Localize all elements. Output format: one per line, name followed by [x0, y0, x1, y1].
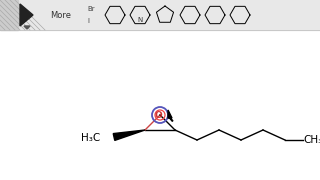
Text: More: More: [50, 10, 71, 19]
Bar: [0, 0, 320, 30]
Text: N: N: [137, 17, 143, 23]
Polygon shape: [24, 26, 30, 29]
Text: CH₃: CH₃: [303, 135, 320, 145]
Text: H₃C: H₃C: [81, 133, 100, 143]
Bar: [0, 0, 18, 30]
Text: Br: Br: [87, 6, 95, 12]
Polygon shape: [113, 130, 145, 140]
Text: I: I: [87, 18, 89, 24]
Text: O: O: [155, 111, 162, 120]
Polygon shape: [168, 110, 173, 121]
Polygon shape: [20, 4, 33, 26]
